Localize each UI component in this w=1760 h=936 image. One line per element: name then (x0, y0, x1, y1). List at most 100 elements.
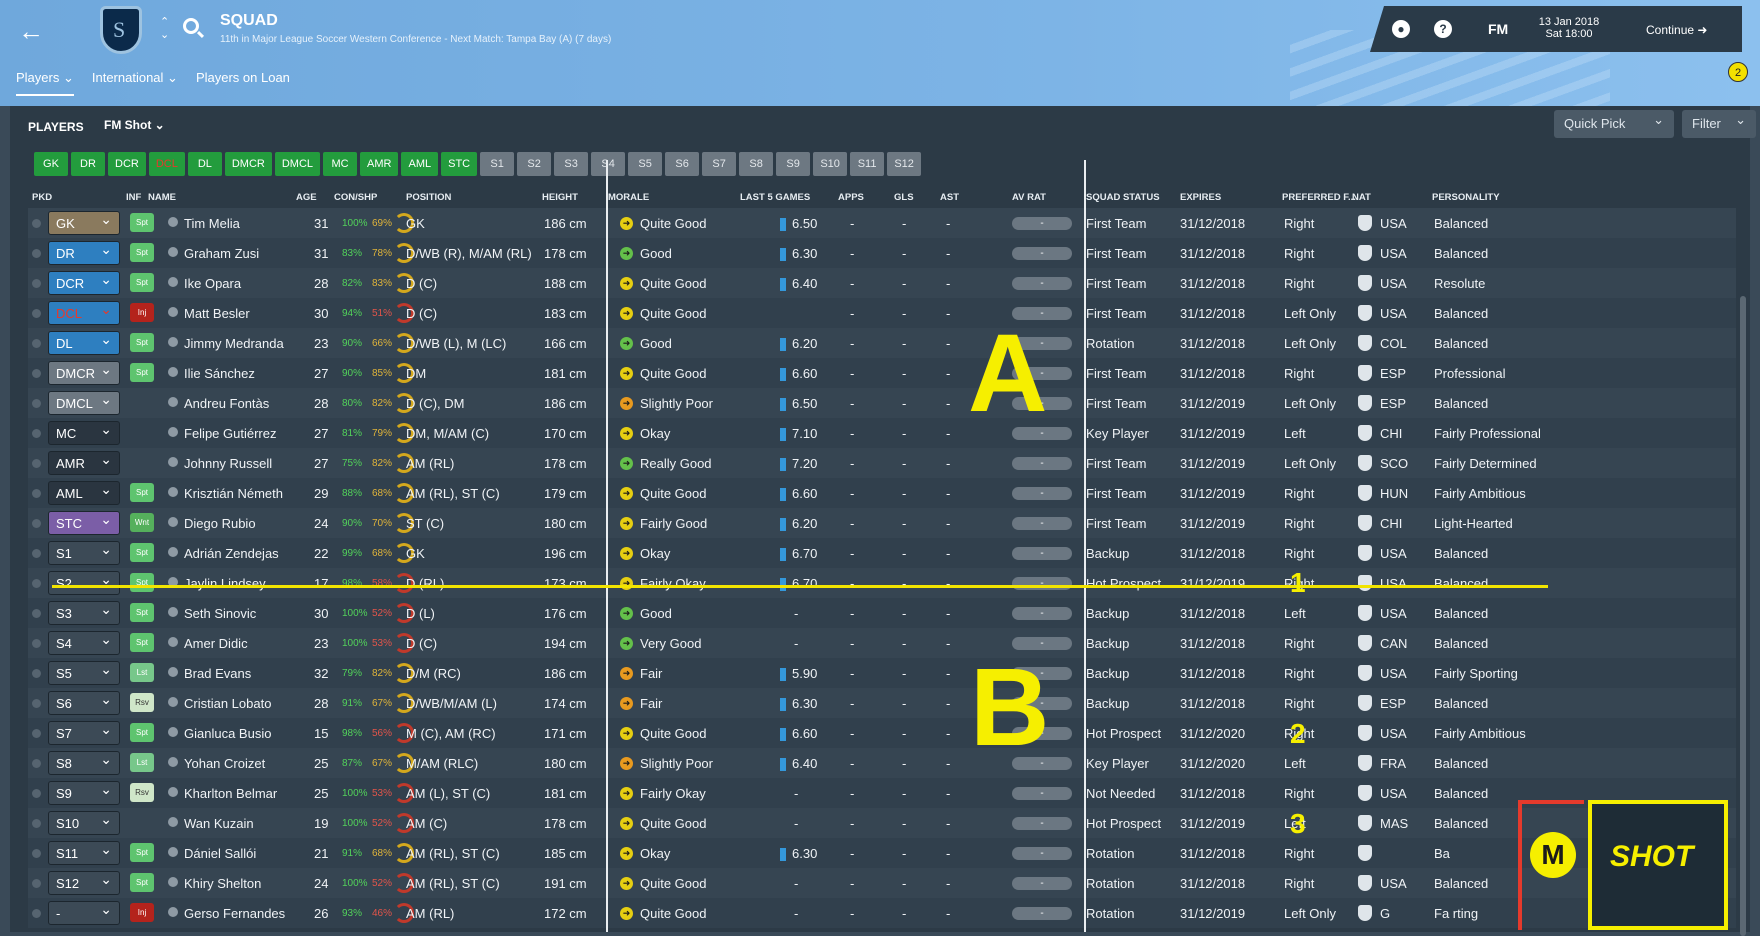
quick-pick-button[interactable]: Quick Pick (1554, 106, 1674, 138)
col-position[interactable]: POSITION (406, 192, 452, 203)
row-select-dot[interactable] (32, 219, 41, 228)
row-select-dot[interactable] (32, 669, 41, 678)
notification-badge[interactable]: 2 (1728, 62, 1748, 82)
player-name[interactable]: Dániel Sallói (184, 846, 257, 861)
tab-international[interactable]: International ⌄ (91, 70, 178, 85)
table-row[interactable]: GK Spt Tim Melia 31 100% 69% GK 186 cm ➜ Quite Go… (28, 207, 1736, 238)
info-icon[interactable] (168, 457, 178, 467)
pkd-dropdown[interactable]: AML (48, 477, 120, 505)
info-icon[interactable] (168, 547, 178, 557)
info-icon[interactable] (168, 247, 178, 257)
position-button-dcr[interactable]: DCR (108, 152, 146, 176)
player-name[interactable]: Jaylin Lindsey (184, 576, 266, 591)
pkd-dropdown[interactable]: S11 (48, 837, 120, 865)
pkd-dropdown[interactable]: AMR (48, 447, 120, 475)
position-button-dcl[interactable]: DCL (148, 152, 185, 176)
table-row[interactable]: DL Spt Jimmy Medranda 23 90% 66% D/WB (L), M (… (28, 327, 1736, 358)
player-name[interactable]: Seth Sinovic (184, 606, 257, 621)
table-row[interactable]: AML Spt Krisztián Németh 29 88% 68% AM (RL), S… (28, 477, 1736, 508)
table-row[interactable]: S3 Spt Seth Sinovic 30 100% 52% D (L) 176 cm ➜ Go… (28, 597, 1736, 628)
col-con[interactable]: CON/SHP (334, 192, 378, 203)
player-name[interactable]: Tim Melia (184, 216, 240, 231)
table-row[interactable]: S1 Spt Adrián Zendejas 22 99% 68% GK 196 cm ➜ Oka… (28, 537, 1736, 568)
row-select-dot[interactable] (32, 759, 41, 768)
table-row[interactable]: STC Wnt Diego Rubio 24 90% 70% ST (C) 180 cm ➜ Fa… (28, 507, 1736, 538)
position-button-s8[interactable]: S8 (739, 152, 774, 176)
row-select-dot[interactable] (32, 729, 41, 738)
table-row[interactable]: S7 Spt Gianluca Busio 15 98% 56% M (C), AM (RC… (28, 717, 1736, 748)
table-row[interactable]: DMCR Spt Ilie Sánchez 27 90% 85% DM 181 cm ➜ Quit… (28, 357, 1736, 388)
player-name[interactable]: Gianluca Busio (184, 726, 272, 741)
view-selector[interactable]: FM Shot ⌄ (104, 118, 165, 132)
tab-players-on-loan[interactable]: Players on Loan (195, 70, 290, 85)
pkd-dropdown[interactable]: DCL (48, 297, 120, 325)
info-icon[interactable] (168, 847, 178, 857)
col-morale[interactable]: MORALE (608, 192, 650, 203)
col-preferred-foot[interactable]: PREFERRED F... (1282, 192, 1356, 203)
position-button-dmcr[interactable]: DMCR (224, 152, 272, 176)
pkd-dropdown[interactable]: MC (48, 417, 120, 445)
row-select-dot[interactable] (32, 489, 41, 498)
table-row[interactable]: S9 Rsv Kharlton Belmar 25 100% 53% AM (L), ST … (28, 777, 1736, 808)
row-select-dot[interactable] (32, 579, 41, 588)
table-row[interactable]: S5 Lst Brad Evans 32 79% 82% D/M (RC) 186 cm ➜ Fa… (28, 657, 1736, 688)
position-button-s11[interactable]: S11 (850, 152, 885, 176)
info-icon[interactable] (168, 367, 178, 377)
row-select-dot[interactable] (32, 399, 41, 408)
pkd-dropdown[interactable]: DMCL (48, 387, 120, 415)
player-name[interactable]: Jimmy Medranda (184, 336, 284, 351)
position-button-stc[interactable]: STC (441, 152, 478, 176)
row-select-dot[interactable] (32, 339, 41, 348)
col-name[interactable]: NAME (148, 192, 176, 203)
pkd-dropdown[interactable]: DR (48, 237, 120, 265)
help-icon[interactable]: ? (1434, 20, 1452, 38)
scrollbar[interactable] (1740, 296, 1746, 936)
pkd-dropdown[interactable]: S10 (48, 807, 120, 835)
row-select-dot[interactable] (32, 849, 41, 858)
player-name[interactable]: Andreu Fontàs (184, 396, 270, 411)
position-button-s1[interactable]: S1 (480, 152, 515, 176)
player-name[interactable]: Felipe Gutiérrez (184, 426, 277, 441)
info-icon[interactable] (168, 517, 178, 527)
table-row[interactable]: S4 Spt Amer Didic 23 100% 53% D (C) 194 cm ➜ Very… (28, 627, 1736, 658)
player-name[interactable]: Wan Kuzain (184, 816, 254, 831)
position-button-s7[interactable]: S7 (702, 152, 737, 176)
tab-players[interactable]: Players ⌄ (16, 70, 74, 96)
info-icon[interactable] (168, 487, 178, 497)
player-name[interactable]: Khiry Shelton (184, 876, 262, 891)
info-icon[interactable] (168, 697, 178, 707)
info-icon[interactable] (168, 637, 178, 647)
col-expires[interactable]: EXPIRES (1180, 192, 1222, 203)
position-button-s4[interactable]: S4 (591, 152, 626, 176)
col-height[interactable]: HEIGHT (542, 192, 578, 203)
info-icon[interactable] (168, 307, 178, 317)
col-avrat[interactable]: AV RAT (1012, 192, 1046, 203)
position-button-dl[interactable]: DL (187, 152, 222, 176)
position-button-gk[interactable]: GK (34, 152, 68, 176)
row-select-dot[interactable] (32, 429, 41, 438)
pkd-dropdown[interactable]: S12 (48, 867, 120, 895)
row-select-dot[interactable] (32, 609, 41, 618)
filter-button[interactable]: Filter (1682, 106, 1756, 138)
pkd-dropdown[interactable]: DCR (48, 267, 120, 295)
player-name[interactable]: Adrián Zendejas (184, 546, 279, 561)
pkd-dropdown[interactable]: S5 (48, 657, 120, 685)
row-select-dot[interactable] (32, 819, 41, 828)
pkd-dropdown[interactable]: GK (48, 207, 120, 235)
info-icon[interactable] (168, 877, 178, 887)
col-ast[interactable]: AST (940, 192, 959, 203)
player-name[interactable]: Ilie Sánchez (184, 366, 255, 381)
position-button-s10[interactable]: S10 (813, 152, 848, 176)
row-select-dot[interactable] (32, 909, 41, 918)
position-button-aml[interactable]: AML (401, 152, 439, 176)
player-name[interactable]: Gerso Fernandes (184, 906, 286, 921)
table-row[interactable]: DCR Spt Ike Opara 28 82% 83% D (C) 188 cm ➜ Quite… (28, 267, 1736, 298)
info-icon[interactable] (168, 217, 178, 227)
pkd-dropdown[interactable]: S2 (48, 567, 120, 595)
table-row[interactable]: AMR Johnny Russell 27 75% 82% AM (RL) 178 cm ➜ R… (28, 447, 1736, 478)
player-name[interactable]: Cristian Lobato (184, 696, 272, 711)
table-row[interactable]: S10 Wan Kuzain 19 100% 52% AM (C) 178 cm ➜ Quite… (28, 807, 1736, 838)
pkd-dropdown[interactable]: STC (48, 507, 120, 535)
info-icon[interactable] (168, 727, 178, 737)
col-squad-status[interactable]: SQUAD STATUS (1086, 192, 1160, 203)
